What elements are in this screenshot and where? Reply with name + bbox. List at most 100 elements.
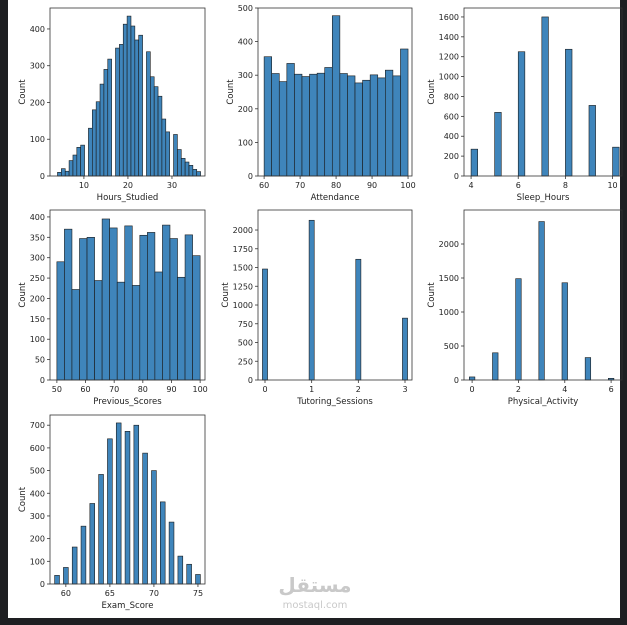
x-tick-label: 70 xyxy=(109,385,119,394)
y-tick-label: 200 xyxy=(238,105,253,114)
histogram-bar xyxy=(402,317,408,381)
y-tick-label: 750 xyxy=(238,320,253,329)
histogram-bar xyxy=(612,146,620,177)
y-tick-label: 0 xyxy=(454,376,459,385)
x-axis-label: Physical_Activity xyxy=(508,397,579,407)
y-tick-label: 300 xyxy=(30,512,45,521)
histogram-bar xyxy=(169,238,178,381)
histogram-bar xyxy=(146,51,151,177)
histogram-bar xyxy=(392,75,401,177)
y-tick-label: 1750 xyxy=(233,245,253,254)
histogram-bar xyxy=(324,67,333,177)
histogram-bar xyxy=(186,563,192,585)
histogram-bar xyxy=(385,69,394,177)
x-tick-label: 75 xyxy=(193,589,203,598)
histogram-bar xyxy=(538,221,545,381)
histogram-bar xyxy=(133,424,140,585)
histogram-bar xyxy=(301,76,310,177)
y-axis-label: Count xyxy=(18,282,28,308)
axes-frame xyxy=(257,209,413,381)
histogram-bar xyxy=(355,258,362,381)
histogram-bar xyxy=(122,23,128,177)
watermark-logo: مستقل xyxy=(278,573,351,597)
y-tick-label: 100 xyxy=(30,135,45,144)
x-tick-label: 6 xyxy=(609,385,614,394)
y-tick-label: 1400 xyxy=(439,33,459,42)
y-axis-label: Count xyxy=(427,79,437,105)
y-tick-label: 0 xyxy=(248,172,253,181)
histogram-bar xyxy=(142,452,148,585)
histogram-bar xyxy=(294,73,303,177)
x-tick-label: 70 xyxy=(149,589,159,598)
x-tick-label: 60 xyxy=(80,385,90,394)
histogram-bar xyxy=(131,285,141,381)
histogram-exam-score: 60 65 70 75 0 100 200 300 400 500 600 700 Exam_Score… xyxy=(18,414,206,611)
histogram-bar xyxy=(116,281,126,381)
x-tick-label: 4 xyxy=(469,181,474,190)
y-tick-label: 2000 xyxy=(233,226,253,235)
histogram-bar xyxy=(88,127,93,177)
y-tick-label: 400 xyxy=(30,25,45,34)
histogram-bar xyxy=(331,15,341,177)
y-tick-label: 50 xyxy=(35,356,45,365)
histogram-bar xyxy=(278,81,288,177)
histogram-bar xyxy=(115,47,120,177)
histogram-bar xyxy=(119,44,124,177)
axes-frame xyxy=(257,7,413,177)
histogram-bar xyxy=(515,278,522,381)
histogram-bar xyxy=(196,171,201,177)
y-tick-label: 400 xyxy=(30,213,45,222)
histogram-bar xyxy=(54,575,60,585)
x-tick-label: 0 xyxy=(262,385,267,394)
histogram-bar xyxy=(362,79,371,177)
y-tick-label: 400 xyxy=(238,38,253,47)
histogram-bar xyxy=(400,48,409,177)
histogram-bar xyxy=(89,503,95,585)
y-axis-label: Count xyxy=(226,79,236,105)
histogram-bar xyxy=(130,25,136,177)
histogram-bar xyxy=(517,51,526,177)
histogram-bar xyxy=(584,357,592,381)
histogram-sleep-hours: 4 6 8 10 0 200 400 600 800 1000 1200 1400 1600 Sleep_… xyxy=(427,7,623,203)
histogram-bar xyxy=(339,73,348,177)
x-axis-label: Exam_Score xyxy=(102,601,154,611)
x-axis-label: Sleep_Hours xyxy=(517,193,570,203)
y-tick-label: 800 xyxy=(444,92,459,101)
y-tick-label: 400 xyxy=(30,489,45,498)
y-tick-label: 700 xyxy=(30,421,45,430)
x-tick-label: 30 xyxy=(167,181,177,190)
x-tick-label: 60 xyxy=(259,181,269,190)
histogram-bar xyxy=(177,149,182,177)
histogram-bar xyxy=(64,170,70,177)
x-tick-label: 70 xyxy=(295,181,305,190)
x-tick-label: 100 xyxy=(192,385,207,394)
histogram-bar xyxy=(72,154,78,177)
y-tick-label: 500 xyxy=(30,467,45,476)
histogram-bar xyxy=(57,172,62,177)
x-tick-label: 80 xyxy=(138,385,148,394)
y-tick-label: 600 xyxy=(30,444,45,453)
y-tick-label: 1600 xyxy=(439,13,459,22)
x-tick-label: 90 xyxy=(166,385,176,394)
histogram-bar xyxy=(94,280,103,381)
x-tick-label: 60 xyxy=(61,589,71,598)
histogram-bar xyxy=(168,521,175,585)
histogram-bar xyxy=(63,567,69,585)
y-tick-label: 0 xyxy=(40,172,45,181)
axes-frame xyxy=(463,209,623,381)
histogram-bar xyxy=(354,82,363,177)
histogram-attendance: 60 70 80 90 100 0 100 200 300 400 500 Attendance Cou… xyxy=(226,4,416,203)
histogram-bar xyxy=(99,83,105,177)
histogram-bar xyxy=(115,422,122,585)
x-tick-label: 80 xyxy=(331,181,341,190)
y-tick-label: 300 xyxy=(30,62,45,71)
y-axis-label: Count xyxy=(427,282,437,308)
histogram-bar xyxy=(188,165,194,177)
histogram-bar xyxy=(79,238,88,381)
histogram-bar xyxy=(180,158,186,177)
histogram-bar xyxy=(162,224,171,381)
y-tick-label: 500 xyxy=(238,339,253,348)
y-tick-label: 0 xyxy=(454,172,459,181)
histogram-bar xyxy=(308,219,315,381)
y-tick-label: 250 xyxy=(30,274,45,283)
